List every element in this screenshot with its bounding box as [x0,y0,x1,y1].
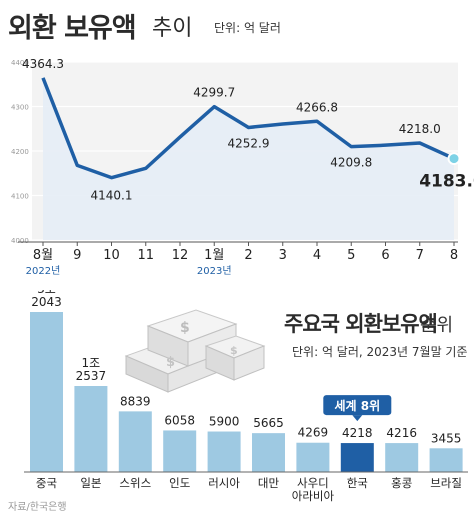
bar [252,433,285,472]
bar-value-label: 4269 [298,426,329,440]
x-tick-label: 3 [279,248,287,263]
data-label: 4299.7 [193,86,235,100]
bar-value-label: 2537 [76,369,107,383]
bar [341,443,374,472]
latest-point-marker [449,153,460,164]
y-tick-label: 4300 [11,104,29,112]
category-label: 홍콩 [391,476,412,490]
category-label: 러시아 [208,476,240,490]
source-credit: 자료/한국은행 [8,498,67,513]
bar [163,430,196,472]
data-label: 4218.0 [399,122,441,136]
x-tick-label: 1월 [204,248,224,263]
bar-value-label: 5900 [209,415,240,429]
bar-value-label: 6058 [164,413,195,427]
bar-value-label: 2043 [31,295,62,309]
x-tick-label: 8 [450,248,458,263]
x-tick-label: 6 [381,248,389,263]
x-tick-label: 4 [313,248,321,263]
line-chart: 440043004200410040004364.34140.14299.742… [0,0,474,300]
y-tick-label: 4200 [11,148,29,156]
category-label: 대만 [258,476,280,490]
latest-value-label: 4183.0 [419,172,474,192]
bar [208,432,241,472]
x-tick-label: 7 [416,248,424,263]
bar [74,386,107,472]
x-tick-label: 12 [172,248,189,263]
bar [430,448,463,472]
x-tick-label: 10 [103,248,120,263]
data-label: 4364.3 [22,57,64,71]
category-label: 브라질 [430,476,462,490]
bar-value-label: 8839 [120,394,151,408]
rank-badge-text: 세계 8위 [334,398,380,413]
x-tick-label: 11 [137,248,154,263]
x-tick-label: 5 [347,248,355,263]
year-label: 2022년 [26,265,61,277]
bar [30,312,63,472]
bar-value-label: 5665 [253,416,284,430]
category-label: 스위스 [119,476,151,490]
category-label: 중국 [36,476,57,490]
category-label: 사우디 [297,476,329,490]
category-label: 한국 [347,476,368,490]
year-label: 2023년 [197,265,232,277]
y-tick-label: 4000 [11,237,29,245]
data-label: 4252.9 [228,136,270,150]
y-tick-label: 4100 [11,193,29,201]
bar-value-label: 4216 [386,426,417,440]
bar-value-label: 3455 [431,431,462,445]
bar [119,411,152,472]
data-label: 4209.8 [330,156,372,170]
bar [385,443,418,472]
bar [296,443,329,472]
category-label: 아라비아 [292,489,335,503]
bar-value-label: 4218 [342,426,373,440]
category-label: 일본 [80,476,101,490]
x-tick-label: 2 [244,248,252,263]
bar-chart: 3조2043중국1조2537일본8839스위스6058인도5900러시아5665… [0,290,474,510]
data-label: 4140.1 [91,189,133,203]
x-tick-label: 8월 [33,248,53,263]
category-label: 인도 [169,476,190,490]
x-tick-label: 9 [73,248,81,263]
bar-value-label: 1조 [82,356,101,370]
data-label: 4266.8 [296,100,338,114]
rank-badge-pointer [352,415,362,421]
